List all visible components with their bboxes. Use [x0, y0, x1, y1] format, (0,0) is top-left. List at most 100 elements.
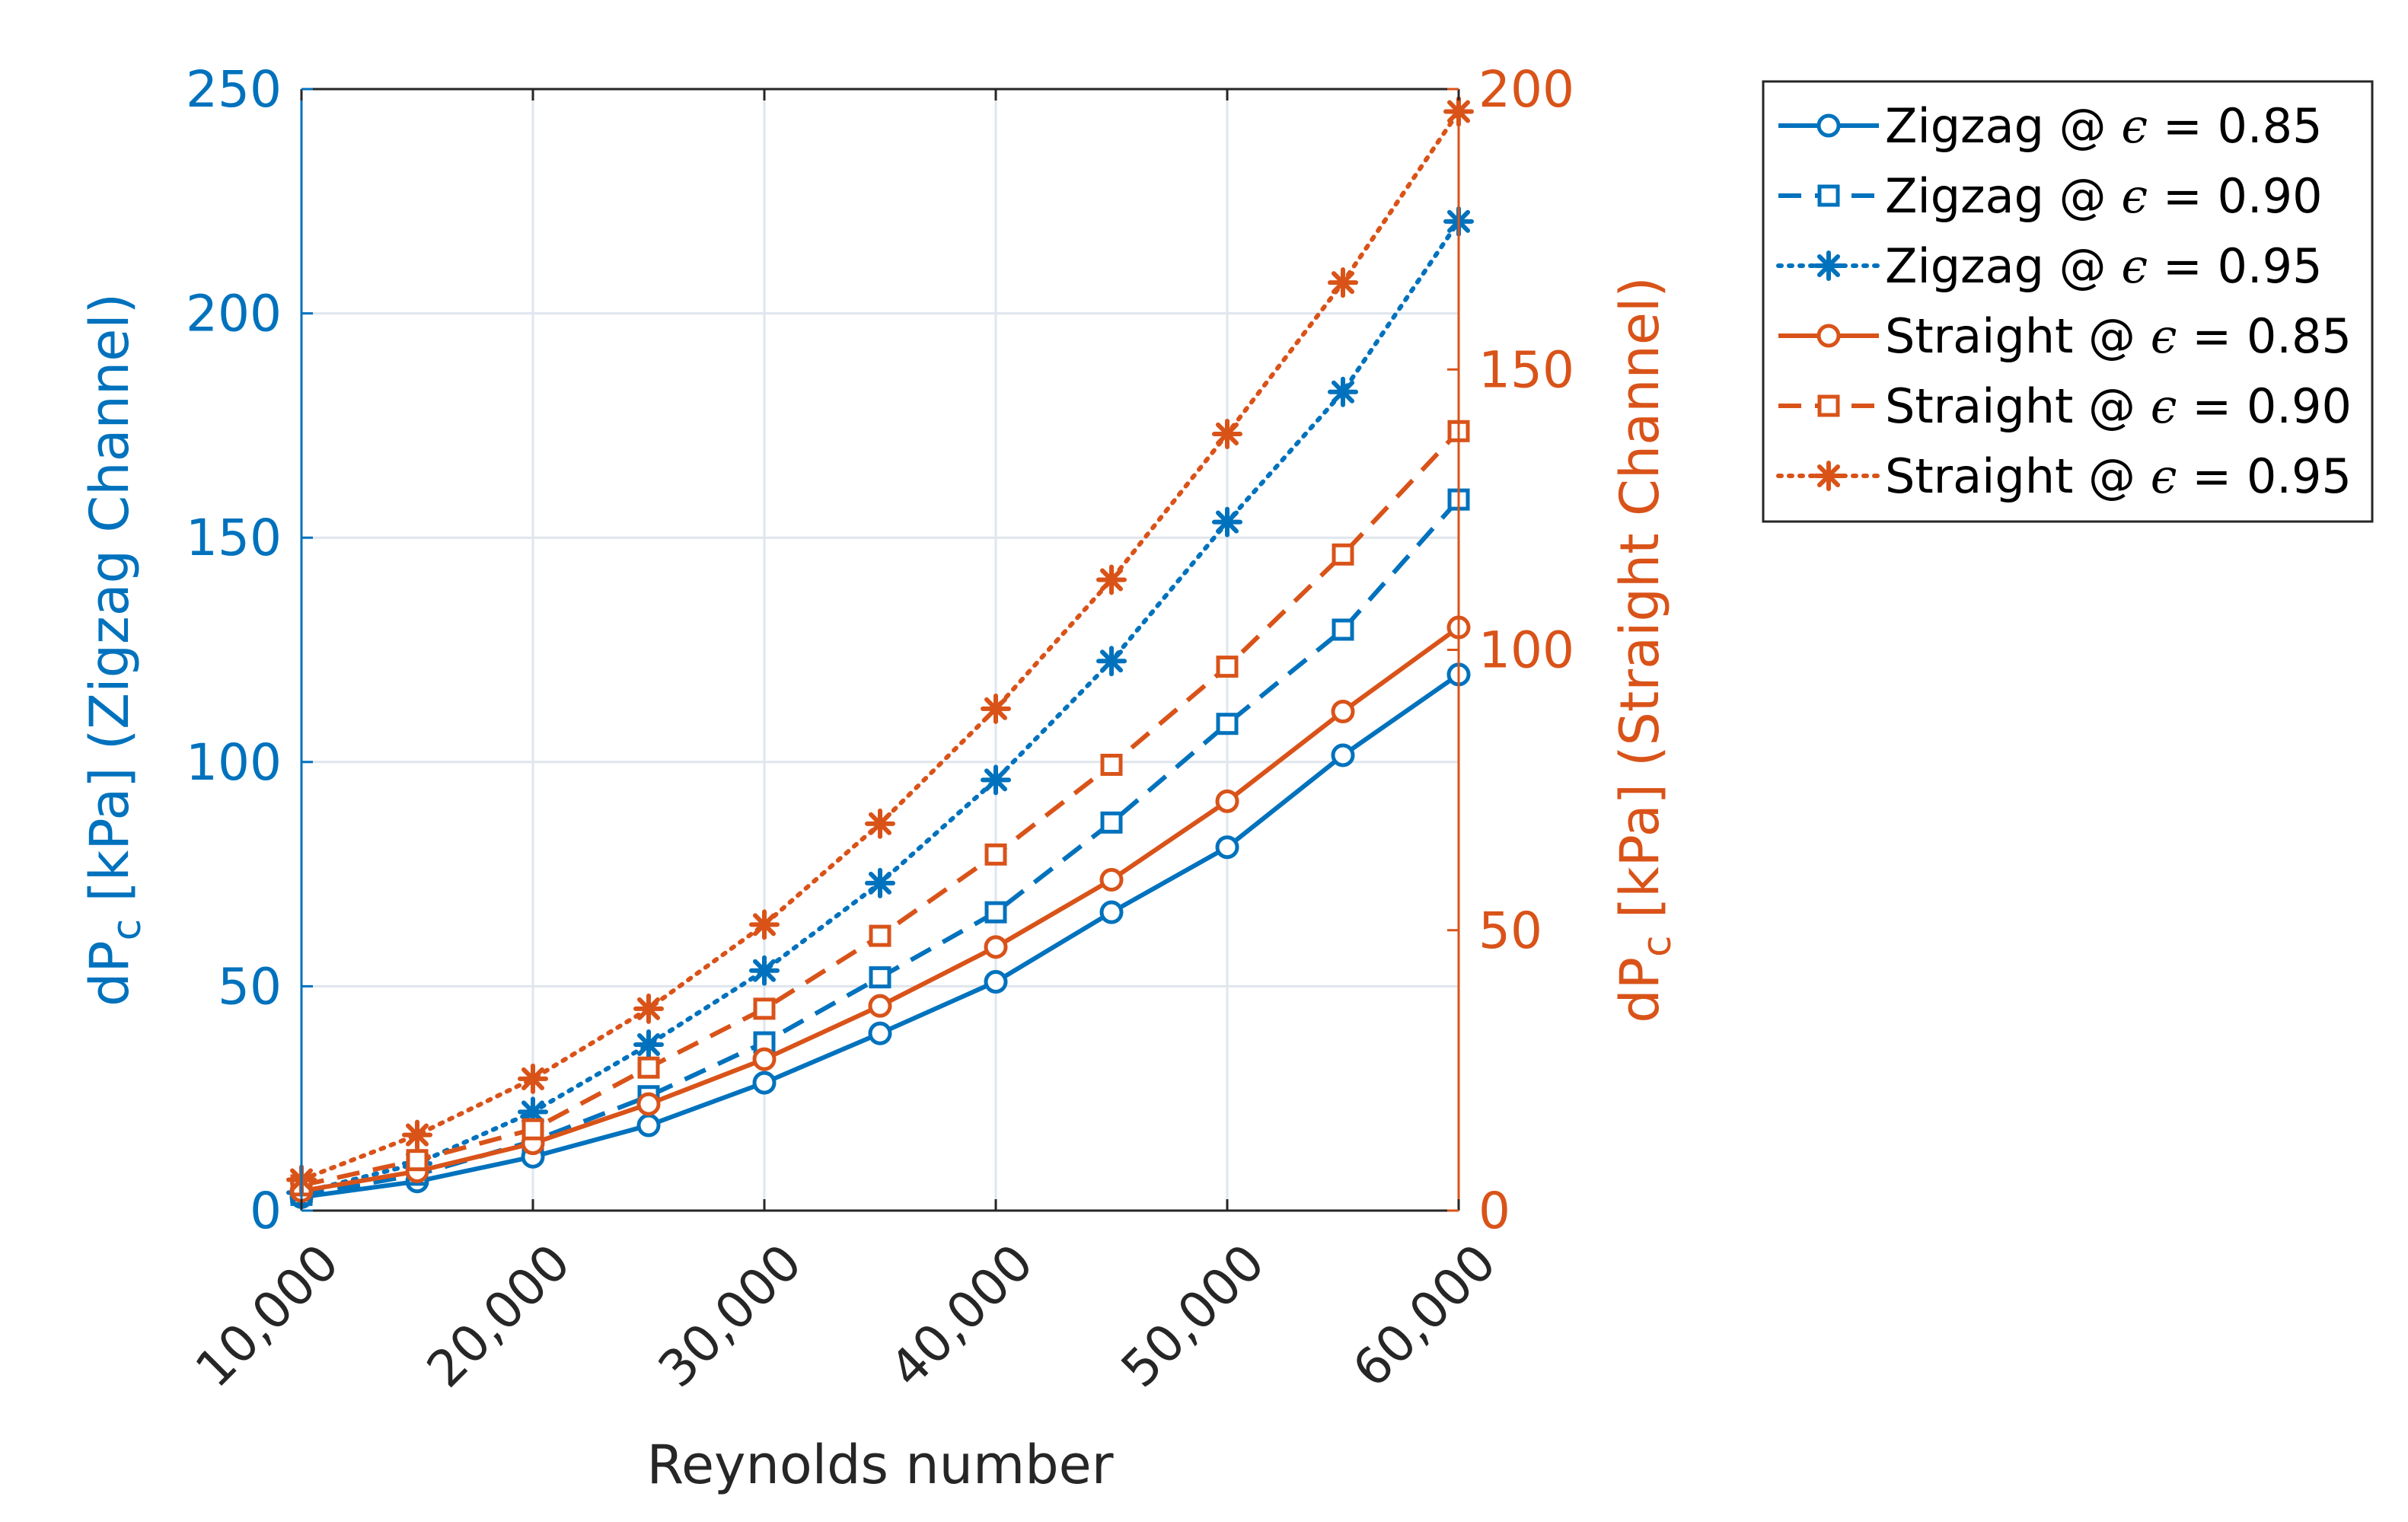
y-tick-label-right: 0 — [1478, 1182, 1510, 1240]
data-point — [865, 808, 895, 839]
data-point — [1332, 543, 1354, 566]
legend-label: Straight @ ϵ = 0.85 — [1885, 308, 2352, 364]
data-point — [518, 1096, 548, 1128]
legend-item-1: Zigzag @ ϵ = 0.85 — [1778, 98, 2323, 154]
series-layer — [286, 96, 1474, 1209]
data-point-marker — [984, 970, 1008, 994]
data-point-marker — [981, 764, 1011, 796]
legend-label: Straight @ ϵ = 0.95 — [1885, 448, 2352, 504]
data-point — [633, 993, 664, 1024]
data-point — [981, 764, 1011, 796]
y-tick-label-left: 200 — [186, 285, 282, 343]
y-axis-title-left: dPc [kPa] (Zigzag Channel) — [78, 293, 150, 1007]
y-tick-label-left: 150 — [186, 509, 282, 567]
data-point — [633, 1029, 664, 1060]
data-point-marker — [521, 1118, 544, 1141]
data-point-marker — [1216, 713, 1239, 735]
data-point-marker — [1816, 324, 1841, 348]
data-point — [1099, 867, 1124, 892]
data-point — [749, 909, 780, 940]
legend-label: Zigzag @ ϵ = 0.85 — [1885, 98, 2323, 154]
data-point-marker — [865, 867, 895, 898]
series-4 — [289, 615, 1471, 1203]
y-tick-label-right: 50 — [1478, 901, 1542, 960]
data-point — [1816, 113, 1841, 138]
data-point-marker — [1332, 543, 1354, 566]
data-point-marker — [984, 901, 1007, 924]
data-point-marker — [1099, 867, 1124, 892]
data-point — [753, 997, 776, 1020]
data-point-marker — [1328, 376, 1358, 407]
data-point-marker — [865, 808, 895, 839]
data-point-marker — [868, 1021, 892, 1045]
data-point-marker — [749, 909, 780, 940]
data-point — [1100, 811, 1123, 834]
data-point — [636, 1092, 661, 1116]
data-point — [518, 1063, 548, 1094]
legend-box — [1762, 80, 2374, 523]
x-tick-label: 10,000 — [184, 1233, 350, 1399]
data-point-marker — [752, 1071, 777, 1095]
data-point — [1817, 184, 1840, 207]
x-tick-label: 40,000 — [879, 1233, 1045, 1399]
y-tick-label-left: 0 — [250, 1182, 282, 1240]
data-point-marker — [869, 924, 891, 947]
data-point — [984, 970, 1008, 994]
data-point-marker — [518, 1096, 548, 1128]
data-point — [1332, 618, 1354, 641]
axes — [300, 88, 1460, 1212]
series-line — [299, 219, 1461, 1195]
data-point — [869, 966, 891, 989]
data-point-marker — [636, 1092, 661, 1116]
tick-labels: 0 50 100 150 200 250 0 50 100 150 200 10,000 20,000 3… — [184, 60, 1574, 1399]
legend: Zigzag @ ϵ = 0.85 Zigzag @ ϵ = 0.90 Zigzag… — [1762, 80, 2374, 523]
series-line — [299, 109, 1461, 1182]
y-axis-title-right: dPc [kPa] (Straight Channel) — [1609, 276, 1680, 1023]
legend-item-3: Zigzag @ ϵ = 0.95 — [1776, 238, 2323, 294]
data-point — [869, 924, 891, 947]
data-point — [1328, 376, 1358, 407]
data-point-marker — [1813, 250, 1844, 281]
series-line — [301, 429, 1461, 1188]
data-point-marker — [1096, 564, 1127, 595]
data-point-marker — [753, 997, 776, 1020]
legend-label: Zigzag @ ϵ = 0.95 — [1885, 238, 2323, 294]
data-point — [749, 955, 780, 986]
y-tick-label-right: 150 — [1478, 340, 1574, 399]
data-point-marker — [868, 994, 892, 1018]
legend-item-4: Straight @ ϵ = 0.85 — [1778, 308, 2352, 364]
y-tick-label-right: 100 — [1478, 621, 1574, 680]
data-point-marker — [1817, 394, 1840, 417]
data-point-marker — [1328, 267, 1358, 298]
data-point — [984, 843, 1007, 866]
y-tick-label-right: 200 — [1478, 60, 1574, 119]
x-tick-label: 20,000 — [416, 1233, 582, 1399]
data-point-marker — [869, 966, 891, 989]
data-point-marker — [1215, 789, 1239, 813]
data-point — [1813, 461, 1844, 491]
data-point-marker — [1331, 700, 1355, 724]
data-point — [1813, 250, 1844, 281]
legend-label: Zigzag @ ϵ = 0.90 — [1885, 168, 2323, 224]
data-point — [1096, 646, 1127, 677]
data-point — [636, 1113, 661, 1138]
data-point — [984, 935, 1008, 959]
x-axis-title: Reynolds number — [647, 1434, 1114, 1496]
data-point-marker — [984, 935, 1008, 959]
data-point — [1816, 324, 1841, 348]
data-point-marker — [1331, 743, 1355, 767]
data-point-marker — [1817, 184, 1840, 207]
data-point-marker — [1099, 900, 1124, 924]
series-5 — [290, 420, 1470, 1197]
data-point — [1099, 900, 1124, 924]
data-point-marker — [1216, 656, 1239, 678]
data-point-marker — [637, 1056, 660, 1079]
data-point-marker — [1212, 506, 1242, 538]
data-point — [1212, 418, 1242, 449]
y-tick-label-left: 250 — [186, 60, 282, 119]
data-point-marker — [1096, 646, 1127, 677]
data-point-marker — [1816, 113, 1841, 138]
data-point-marker — [1212, 418, 1242, 449]
series-3 — [286, 206, 1474, 1208]
